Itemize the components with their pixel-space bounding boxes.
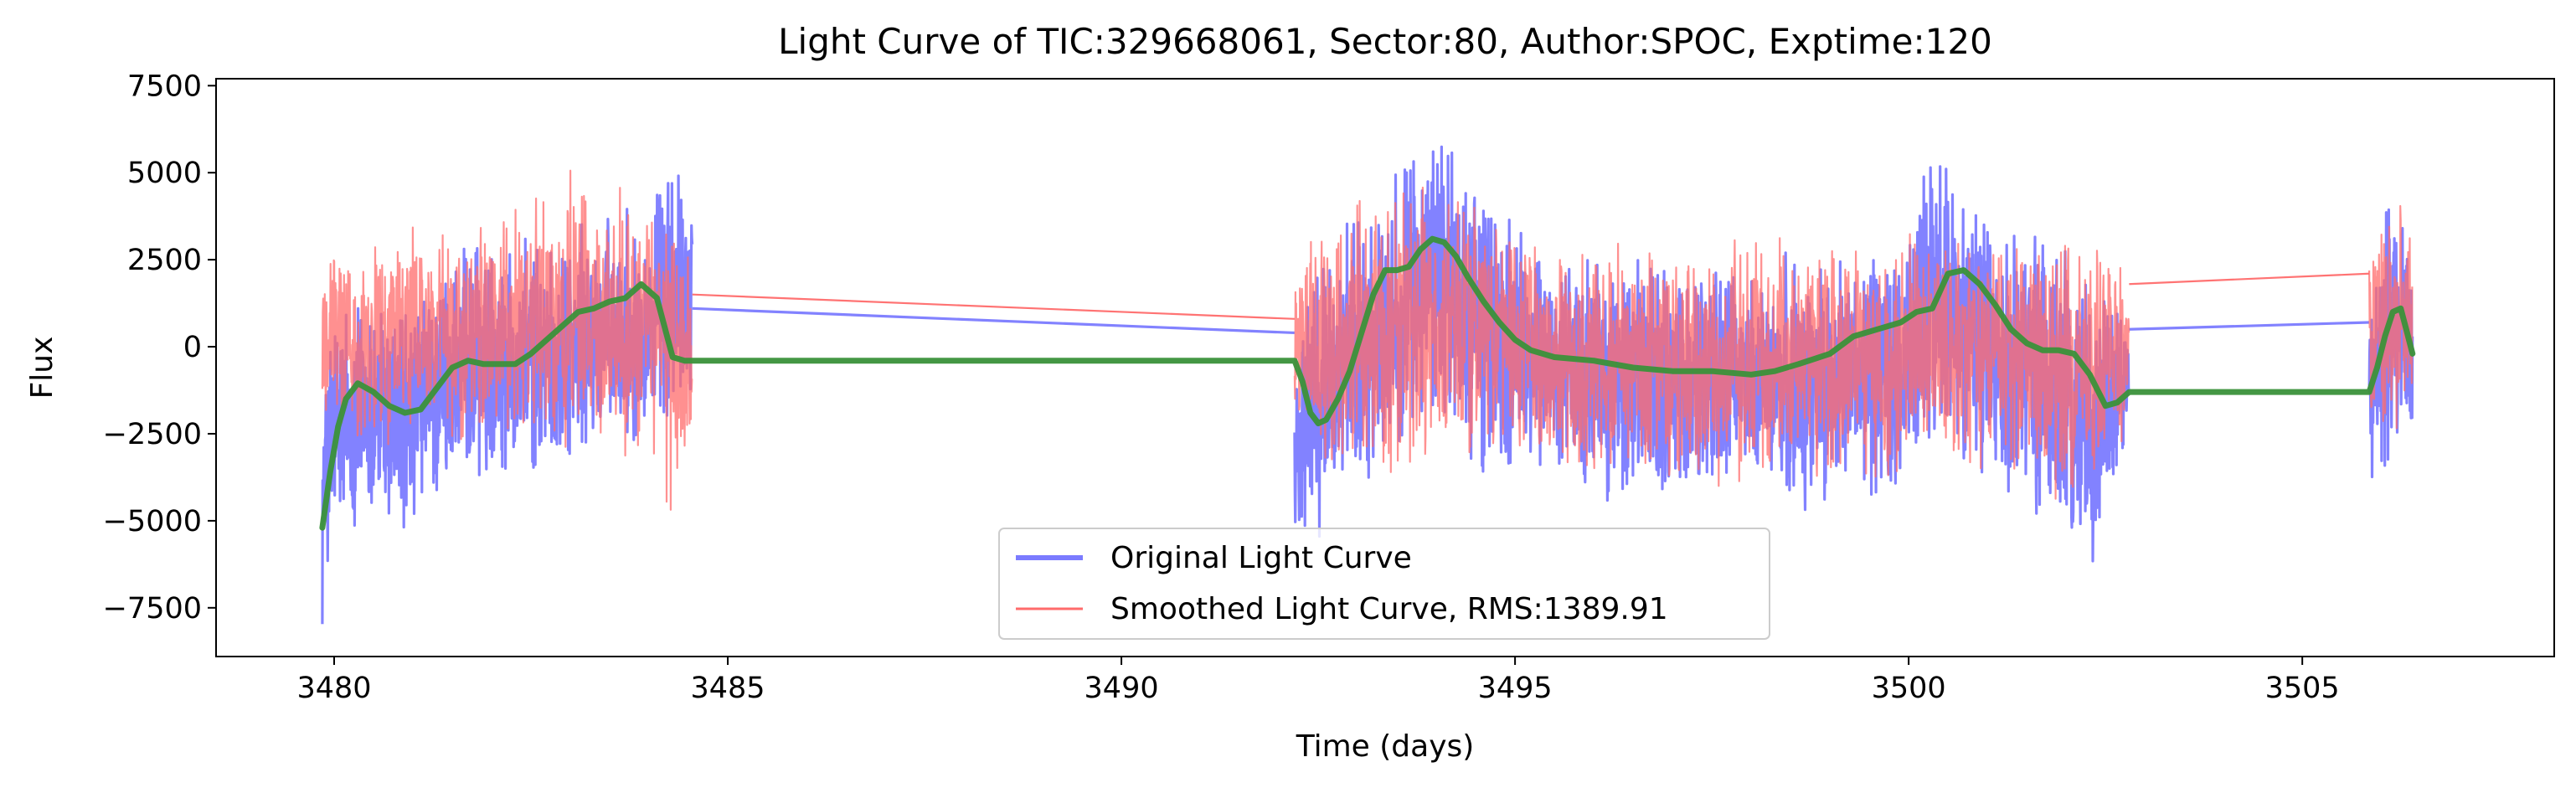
- x-tick-label: 3500: [1872, 672, 1946, 705]
- y-axis: −7500 −5000 −2500 0 2500 5000 7500: [103, 70, 216, 626]
- legend: Original Light Curve Smoothed Light Curv…: [998, 528, 1770, 640]
- legend-label-original: Original Light Curve: [1110, 541, 1412, 575]
- chart-title: Light Curve of TIC:329668061, Sector:80,…: [778, 21, 1992, 62]
- y-tick-label: 7500: [127, 70, 202, 103]
- x-tick-label: 3505: [2265, 672, 2340, 705]
- series-2-trend-line: [319, 235, 2416, 531]
- series-1-gap-connector-1: [2129, 272, 2370, 286]
- series-1-segment-0: [321, 169, 693, 511]
- x-tick-label: 3480: [296, 672, 371, 705]
- x-axis-label: Time (days): [1296, 729, 1475, 764]
- legend-box: [998, 528, 1770, 640]
- series-1-gap-connector-0: [692, 293, 1295, 320]
- y-tick-label: 5000: [127, 157, 202, 190]
- y-axis-label: Flux: [25, 337, 59, 399]
- series-0-gap-connector-0: [692, 306, 1295, 335]
- series-1-segment-1: [1293, 186, 2130, 500]
- x-axis: 3480 3485 3490 3495 3500 3505: [296, 657, 2340, 705]
- series-layer: [319, 145, 2416, 625]
- y-tick-label: 2500: [127, 244, 202, 277]
- y-tick-label: −5000: [103, 505, 202, 538]
- y-tick-label: −2500: [103, 418, 202, 451]
- x-tick-label: 3485: [691, 672, 765, 705]
- plot-frame: [215, 78, 2555, 657]
- y-tick-label: 0: [183, 331, 202, 364]
- series-0-gap-connector-1: [2129, 321, 2370, 331]
- y-tick-label: −7500: [103, 592, 202, 626]
- x-tick-label: 3495: [1478, 672, 1553, 705]
- legend-label-smoothed: Smoothed Light Curve, RMS:1389.91: [1110, 592, 1668, 626]
- x-tick-label: 3490: [1084, 672, 1159, 705]
